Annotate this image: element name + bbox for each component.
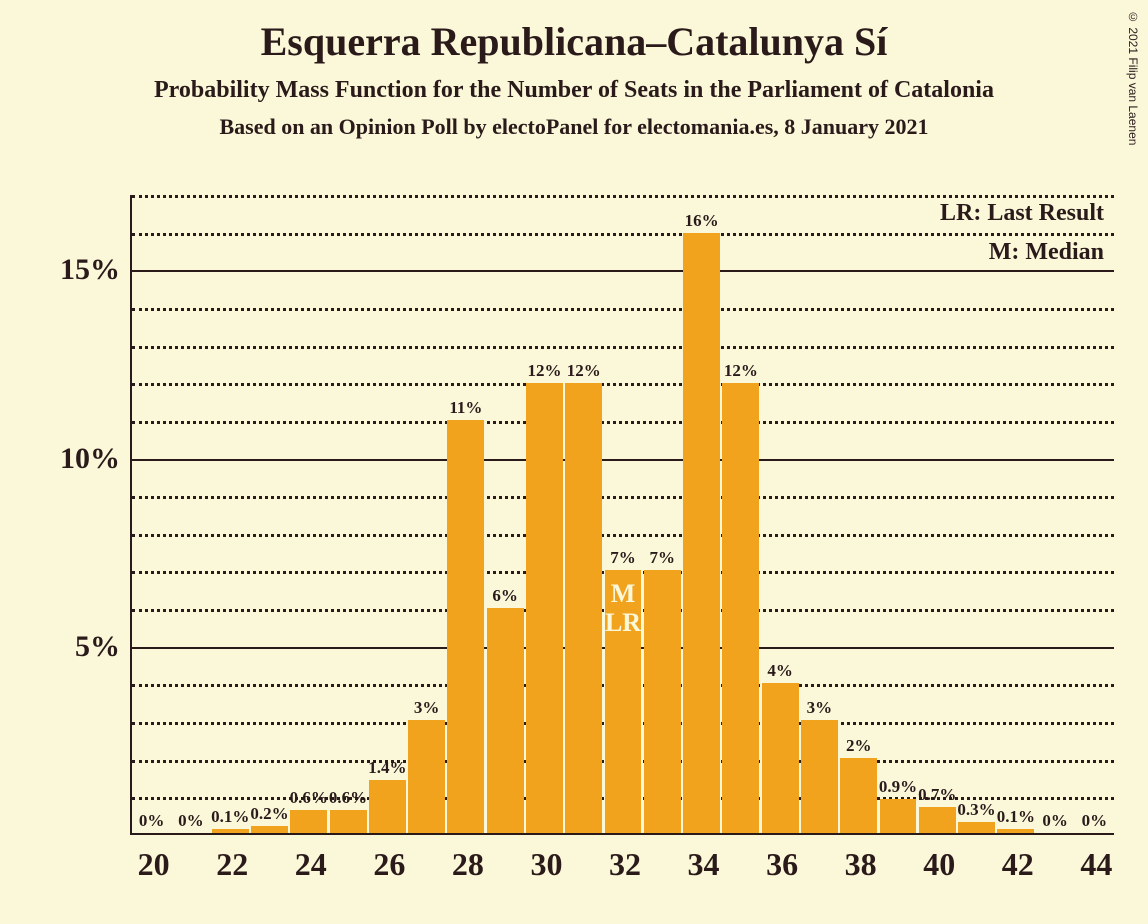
bar: 3%: [801, 720, 838, 833]
bar: 7%: [644, 570, 681, 833]
x-tick-label: 40: [923, 846, 955, 883]
bar-slot: 0.6%: [328, 195, 367, 833]
x-tick-label: 36: [766, 846, 798, 883]
bar-slot: 12%: [721, 195, 760, 833]
bar: 0.6%: [330, 810, 367, 833]
bar-slot: 11%: [446, 195, 485, 833]
bar-value-label: 3%: [414, 698, 440, 718]
x-tick-label: 28: [452, 846, 484, 883]
x-tick-label: 44: [1080, 846, 1112, 883]
bar: 6%: [487, 608, 524, 833]
bar-value-label: 0.9%: [879, 777, 917, 797]
y-tick-label: 15%: [20, 253, 120, 287]
bar-value-label: 0.6%: [329, 788, 367, 808]
bar: 4%: [762, 683, 799, 833]
bar-value-label: 1.4%: [368, 758, 406, 778]
bar-value-label: 2%: [846, 736, 872, 756]
bar-value-label: 0.3%: [957, 800, 995, 820]
bar: 11%: [447, 420, 484, 833]
bar-slot: 16%: [682, 195, 721, 833]
bar-slot: 6%: [486, 195, 525, 833]
bar: 0.1%: [997, 829, 1034, 833]
copyright-text: © 2021 Filip van Laenen: [1126, 10, 1140, 145]
bar-value-label: 12%: [527, 361, 561, 381]
bar-value-label: 6%: [492, 586, 518, 606]
bar-value-label: 0%: [178, 811, 204, 831]
bar-value-label: 16%: [685, 211, 719, 231]
x-tick-label: 32: [609, 846, 641, 883]
y-tick-label: 10%: [20, 442, 120, 476]
bars-container: 0%0%0.1%0.2%0.6%0.6%1.4%3%11%6%12%12%7%M…: [132, 195, 1114, 833]
bar: 3%: [408, 720, 445, 833]
bar-value-label: 12%: [567, 361, 601, 381]
bar: 2%: [840, 758, 877, 833]
bar-slot: 0.3%: [957, 195, 996, 833]
bar-slot: 0%: [132, 195, 171, 833]
bar-slot: 12%: [564, 195, 603, 833]
bar: 0.9%: [880, 799, 917, 833]
x-labels: 20 22 24 26 28 30 32 34 36 38 40 42 44: [132, 846, 1116, 906]
bar-slot: 0.1%: [996, 195, 1035, 833]
bar-value-label: 0.1%: [997, 807, 1035, 827]
bar-slot: 4%: [761, 195, 800, 833]
bar-slot: 7% MLR: [603, 195, 642, 833]
bar-slot: 3%: [800, 195, 839, 833]
chart-subtitle-2: Based on an Opinion Poll by electoPanel …: [0, 114, 1148, 140]
chart-area: 5%10%15% 0%0%0.1%0.2%0.6%0.6%1.4%3%11%6%…: [130, 195, 1114, 835]
bar: 1.4%: [369, 780, 406, 833]
bar-slot: 2%: [839, 195, 878, 833]
bar-value-label: 11%: [449, 398, 482, 418]
bar-slot: 0.6%: [289, 195, 328, 833]
bar: 12%: [565, 383, 602, 833]
bar: 12%: [722, 383, 759, 833]
bar: 0.7%: [919, 807, 956, 833]
bar-value-label: 0.2%: [250, 804, 288, 824]
x-tick-label: 38: [845, 846, 877, 883]
bar: 7%MLR: [605, 570, 642, 833]
bar-value-label: 7%: [610, 548, 636, 568]
bar-value-label: 0.7%: [918, 785, 956, 805]
bar: 0.1%: [212, 829, 249, 833]
bar-slot: 0%: [1075, 195, 1114, 833]
bar-value-label: 4%: [767, 661, 793, 681]
bar-value-label: 12%: [724, 361, 758, 381]
bar-slot: 0.1%: [211, 195, 250, 833]
chart-title: Esquerra Republicana–Catalunya Sí: [0, 18, 1148, 65]
bar-slot: 0%: [171, 195, 210, 833]
bar-value-label: 0.6%: [290, 788, 328, 808]
title-block: Esquerra Republicana–Catalunya Sí Probab…: [0, 0, 1148, 140]
bar: 0.2%: [251, 826, 288, 834]
bar-slot: 12%: [525, 195, 564, 833]
bar-value-label: 0%: [139, 811, 165, 831]
bar-slot: 0.7%: [918, 195, 957, 833]
bar: 0.6%: [290, 810, 327, 833]
x-tick-label: 22: [216, 846, 248, 883]
x-axis: [130, 833, 1114, 835]
x-tick-label: 42: [1002, 846, 1034, 883]
x-tick-label: 26: [373, 846, 405, 883]
bar-slot: 7%: [643, 195, 682, 833]
bar-slot: 0.9%: [878, 195, 917, 833]
bar-value-label: 0.1%: [211, 807, 249, 827]
x-tick-label: 34: [688, 846, 720, 883]
bar-value-label: 0%: [1042, 811, 1068, 831]
bar-slot: 0%: [1035, 195, 1074, 833]
x-tick-label: 24: [295, 846, 327, 883]
bar-annotation: MLR: [605, 580, 641, 637]
bar-value-label: 0%: [1082, 811, 1108, 831]
bar-slot: 0.2%: [250, 195, 289, 833]
y-tick-label: 5%: [20, 630, 120, 664]
bar: 12%: [526, 383, 563, 833]
x-tick-label: 20: [138, 846, 170, 883]
bar-value-label: 3%: [807, 698, 833, 718]
bar-slot: 3%: [407, 195, 446, 833]
bar-slot: 1.4%: [368, 195, 407, 833]
bar-value-label: 7%: [650, 548, 676, 568]
x-tick-label: 30: [530, 846, 562, 883]
chart-subtitle-1: Probability Mass Function for the Number…: [0, 77, 1148, 104]
bar: 0.3%: [958, 822, 995, 833]
bar: 16%: [683, 233, 720, 833]
